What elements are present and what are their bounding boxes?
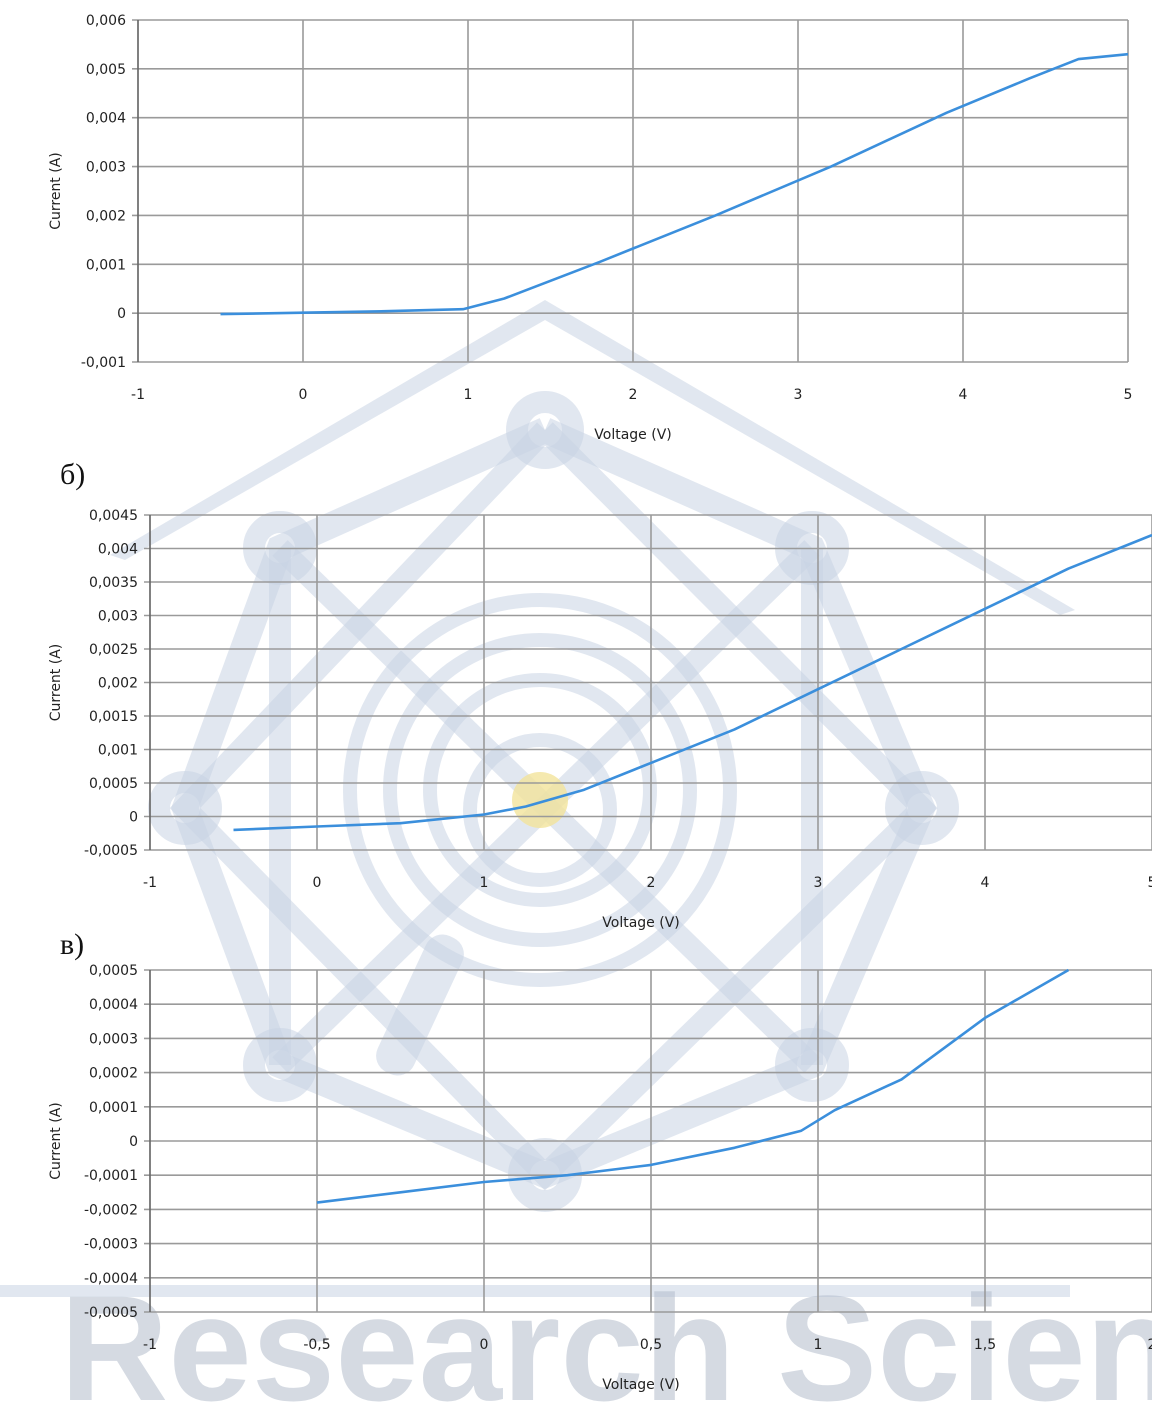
y-tick-label: 0,001 — [86, 257, 126, 273]
x-tick-label: 3 — [814, 875, 823, 891]
x-tick-label: 0,5 — [640, 1337, 662, 1353]
x-tick-label: 5 — [1124, 387, 1133, 403]
y-tick-label: -0,001 — [81, 355, 126, 371]
x-tick-label: 1,5 — [974, 1337, 996, 1353]
x-tick-label: 4 — [959, 387, 968, 403]
y-tick-label: 0,0005 — [89, 963, 138, 979]
y-tick-label: 0,001 — [98, 743, 138, 759]
panel-label-b: б) — [60, 458, 85, 491]
chart-iv-curve-v: -0,0005 -0,0004 -0,0003 -0,0002 -0,0001 0 0,00… — [48, 963, 1152, 1393]
y-tick-label: 0,0002 — [89, 1066, 138, 1082]
x-tick-label: 0 — [299, 387, 308, 403]
x-tick-label: -1 — [143, 1337, 157, 1353]
y-tick-label: 0,0005 — [89, 776, 138, 792]
y-tick-label: -0,0003 — [84, 1237, 138, 1253]
x-tick-label: 3 — [794, 387, 803, 403]
x-tick-label: 2 — [647, 875, 656, 891]
panel-label-v: в) — [60, 928, 84, 961]
y-axis-title: Current (A) — [48, 644, 64, 722]
x-axis-title: Voltage (V) — [594, 427, 671, 443]
y-tick-label: -0,0005 — [84, 1305, 138, 1321]
series-line — [233, 533, 1152, 832]
x-tick-label: 2 — [629, 387, 638, 403]
y-tick-label: 0,0045 — [89, 508, 138, 524]
y-axis-title: Current (A) — [48, 1102, 64, 1180]
y-tick-label: 0 — [129, 810, 138, 826]
x-tick-label: 0 — [313, 875, 322, 891]
x-tick-label: 1 — [814, 1337, 823, 1353]
x-tick-label: -1 — [131, 387, 145, 403]
y-tick-label: 0,0015 — [89, 709, 138, 725]
series-line — [316, 968, 1070, 1204]
y-tick-label: 0,0001 — [89, 1100, 138, 1116]
y-tick-label: -0,0005 — [84, 843, 138, 859]
y-tick-label: 0,006 — [86, 13, 126, 29]
x-axis-title: Voltage (V) — [602, 1377, 679, 1393]
y-tick-label: -0,0002 — [84, 1202, 138, 1218]
x-tick-label: 0 — [480, 1337, 489, 1353]
watermark-logo-icon: Research Science and — [0, 300, 1152, 1419]
y-tick-label: 0,004 — [86, 111, 126, 127]
x-tick-label: 1 — [480, 875, 489, 891]
y-tick-label: -0,0004 — [84, 1271, 138, 1287]
x-tick-label: -1 — [143, 875, 157, 891]
y-tick-label: 0 — [117, 306, 126, 322]
y-tick-label: 0,002 — [86, 208, 126, 224]
y-tick-label: 0,0035 — [89, 575, 138, 591]
y-tick-label: 0,005 — [86, 62, 126, 78]
x-tick-label: 2 — [1148, 1337, 1152, 1353]
series-line — [220, 52, 1129, 316]
x-axis-title: Voltage (V) — [602, 915, 679, 931]
y-tick-label: 0 — [129, 1134, 138, 1150]
y-tick-label: 0,004 — [98, 542, 138, 558]
y-axis-title: Current (A) — [48, 152, 64, 230]
watermark-text: Research Science and — [60, 1264, 1152, 1419]
y-tick-label: 0,003 — [86, 160, 126, 176]
y-tick-label: 0,0004 — [89, 997, 138, 1013]
chart-iv-curve-a: -0,001 0 0,001 0,002 0,003 0,004 0,005 0,006 -1 0… — [48, 13, 1132, 443]
x-tick-label: -0,5 — [303, 1337, 330, 1353]
x-tick-label: 4 — [981, 875, 990, 891]
y-tick-label: 0,0025 — [89, 642, 138, 658]
y-tick-label: 0,003 — [98, 609, 138, 625]
y-tick-label: 0,0003 — [89, 1031, 138, 1047]
y-tick-label: -0,0001 — [84, 1168, 138, 1184]
x-tick-label: 5 — [1148, 875, 1152, 891]
chart-iv-curve-b: -0,0005 0 0,0005 0,001 0,0015 0,002 0,0025 0,00… — [48, 508, 1152, 931]
y-tick-label: 0,002 — [98, 676, 138, 692]
x-tick-label: 1 — [464, 387, 473, 403]
